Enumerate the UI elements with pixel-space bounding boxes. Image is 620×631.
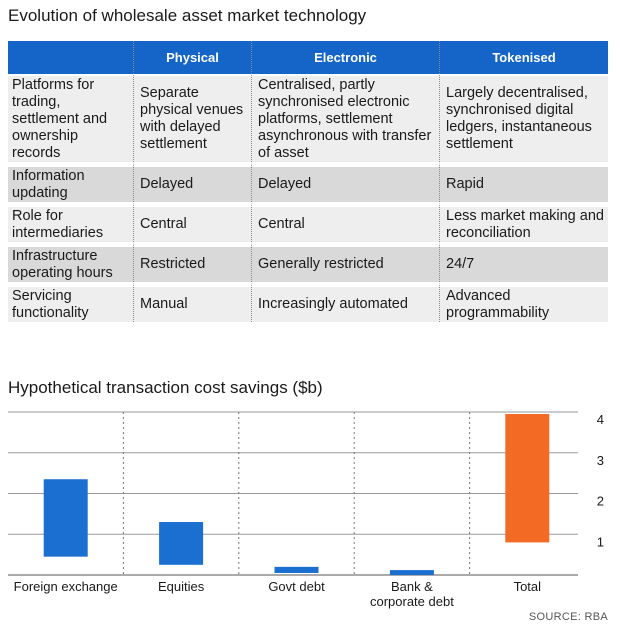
cell-electronic: Central bbox=[251, 202, 439, 242]
cell-tokenised: Largely decentralised, synchronised digi… bbox=[439, 74, 608, 162]
y-tick-label: 3 bbox=[597, 453, 604, 468]
cell-electronic: Increasingly automated bbox=[251, 282, 439, 322]
y-tick-label: 1 bbox=[597, 534, 604, 549]
bar-equities bbox=[159, 522, 204, 565]
source-note: SOURCE: RBA bbox=[528, 611, 608, 623]
bar-bank-corporate-debt bbox=[389, 570, 434, 575]
category-label: Total bbox=[514, 579, 542, 594]
cell-tokenised: Less market making and reconciliation bbox=[439, 202, 608, 242]
table-row: Platforms for trading, settlement and ow… bbox=[8, 74, 608, 162]
cell-electronic: Generally restricted bbox=[251, 242, 439, 282]
bar-govt-debt bbox=[274, 566, 319, 573]
cell-physical: Delayed bbox=[133, 162, 251, 202]
table-header-row: Physical Electronic Tokenised bbox=[8, 41, 608, 74]
row-label: Servicing functionality bbox=[8, 282, 133, 322]
category-label: Foreign exchange bbox=[14, 579, 118, 594]
cell-physical: Central bbox=[133, 202, 251, 242]
bar-total bbox=[505, 414, 550, 543]
y-tick-label: 2 bbox=[597, 494, 604, 509]
row-label: Information updating bbox=[8, 162, 133, 202]
cell-physical: Separate physical venues with delayed se… bbox=[133, 74, 251, 162]
table-row: Servicing functionality Manual Increasin… bbox=[8, 282, 608, 322]
row-label: Role for intermediaries bbox=[8, 202, 133, 242]
cell-electronic: Delayed bbox=[251, 162, 439, 202]
header-tokenised: Tokenised bbox=[439, 41, 608, 74]
chart-title: Hypothetical transaction cost savings ($… bbox=[8, 378, 323, 397]
cell-electronic: Centralised, partly synchronised electro… bbox=[251, 74, 439, 162]
header-physical: Physical bbox=[133, 41, 251, 74]
row-label: Platforms for trading, settlement and ow… bbox=[8, 74, 133, 162]
cell-tokenised: Rapid bbox=[439, 162, 608, 202]
header-blank bbox=[8, 41, 133, 74]
cell-tokenised: Advanced programmability bbox=[439, 282, 608, 322]
table-row: Information updating Delayed Delayed Rap… bbox=[8, 162, 608, 202]
row-label: Infrastructure operating hours bbox=[8, 242, 133, 282]
cell-physical: Manual bbox=[133, 282, 251, 322]
table-row: Infrastructure operating hours Restricte… bbox=[8, 242, 608, 282]
cost-savings-chart: 1 2 3 4 Foreign exchange Equities Govt debt Ban… bbox=[8, 411, 604, 609]
cell-tokenised: 24/7 bbox=[439, 242, 608, 282]
table-row: Role for intermediaries Central Central … bbox=[8, 202, 608, 242]
bar-foreign-exchange bbox=[43, 479, 88, 557]
header-electronic: Electronic bbox=[251, 41, 439, 74]
category-label: Govt debt bbox=[268, 579, 325, 594]
category-label: Bank & corporate debt bbox=[370, 579, 454, 609]
cell-physical: Restricted bbox=[133, 242, 251, 282]
comparison-table: Physical Electronic Tokenised Platforms … bbox=[8, 41, 608, 322]
y-tick-label: 4 bbox=[597, 412, 604, 427]
category-label: Equities bbox=[158, 579, 205, 594]
table-title: Evolution of wholesale asset market tech… bbox=[8, 6, 367, 25]
